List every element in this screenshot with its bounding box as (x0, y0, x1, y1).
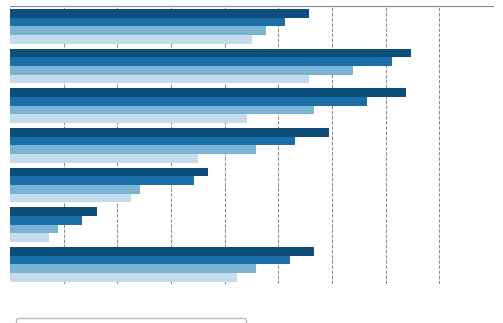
Bar (10, 26, 266, 35)
Legend: 2013, 2011, 2009, 2007: 2013, 2011, 2009, 2007 (16, 318, 246, 323)
Bar (10, 265, 257, 273)
Bar (10, 114, 246, 123)
Bar (10, 18, 285, 26)
Bar (10, 35, 252, 44)
Bar (10, 88, 406, 97)
Bar (10, 137, 295, 145)
Bar (10, 273, 237, 282)
Bar (10, 256, 290, 265)
Bar (10, 194, 131, 203)
Bar (10, 207, 97, 216)
Bar (10, 185, 140, 194)
Bar (10, 168, 208, 176)
Bar (10, 145, 257, 154)
Bar (10, 66, 353, 75)
Bar (10, 106, 314, 114)
Bar (10, 9, 309, 18)
Bar (10, 75, 309, 83)
Bar (10, 128, 329, 137)
Bar (10, 49, 411, 57)
Bar (10, 97, 367, 106)
Bar (10, 57, 391, 66)
Bar (10, 247, 314, 256)
Bar (10, 234, 49, 242)
Bar (10, 176, 194, 185)
Bar (10, 225, 58, 234)
Bar (10, 216, 82, 225)
Bar (10, 154, 198, 163)
